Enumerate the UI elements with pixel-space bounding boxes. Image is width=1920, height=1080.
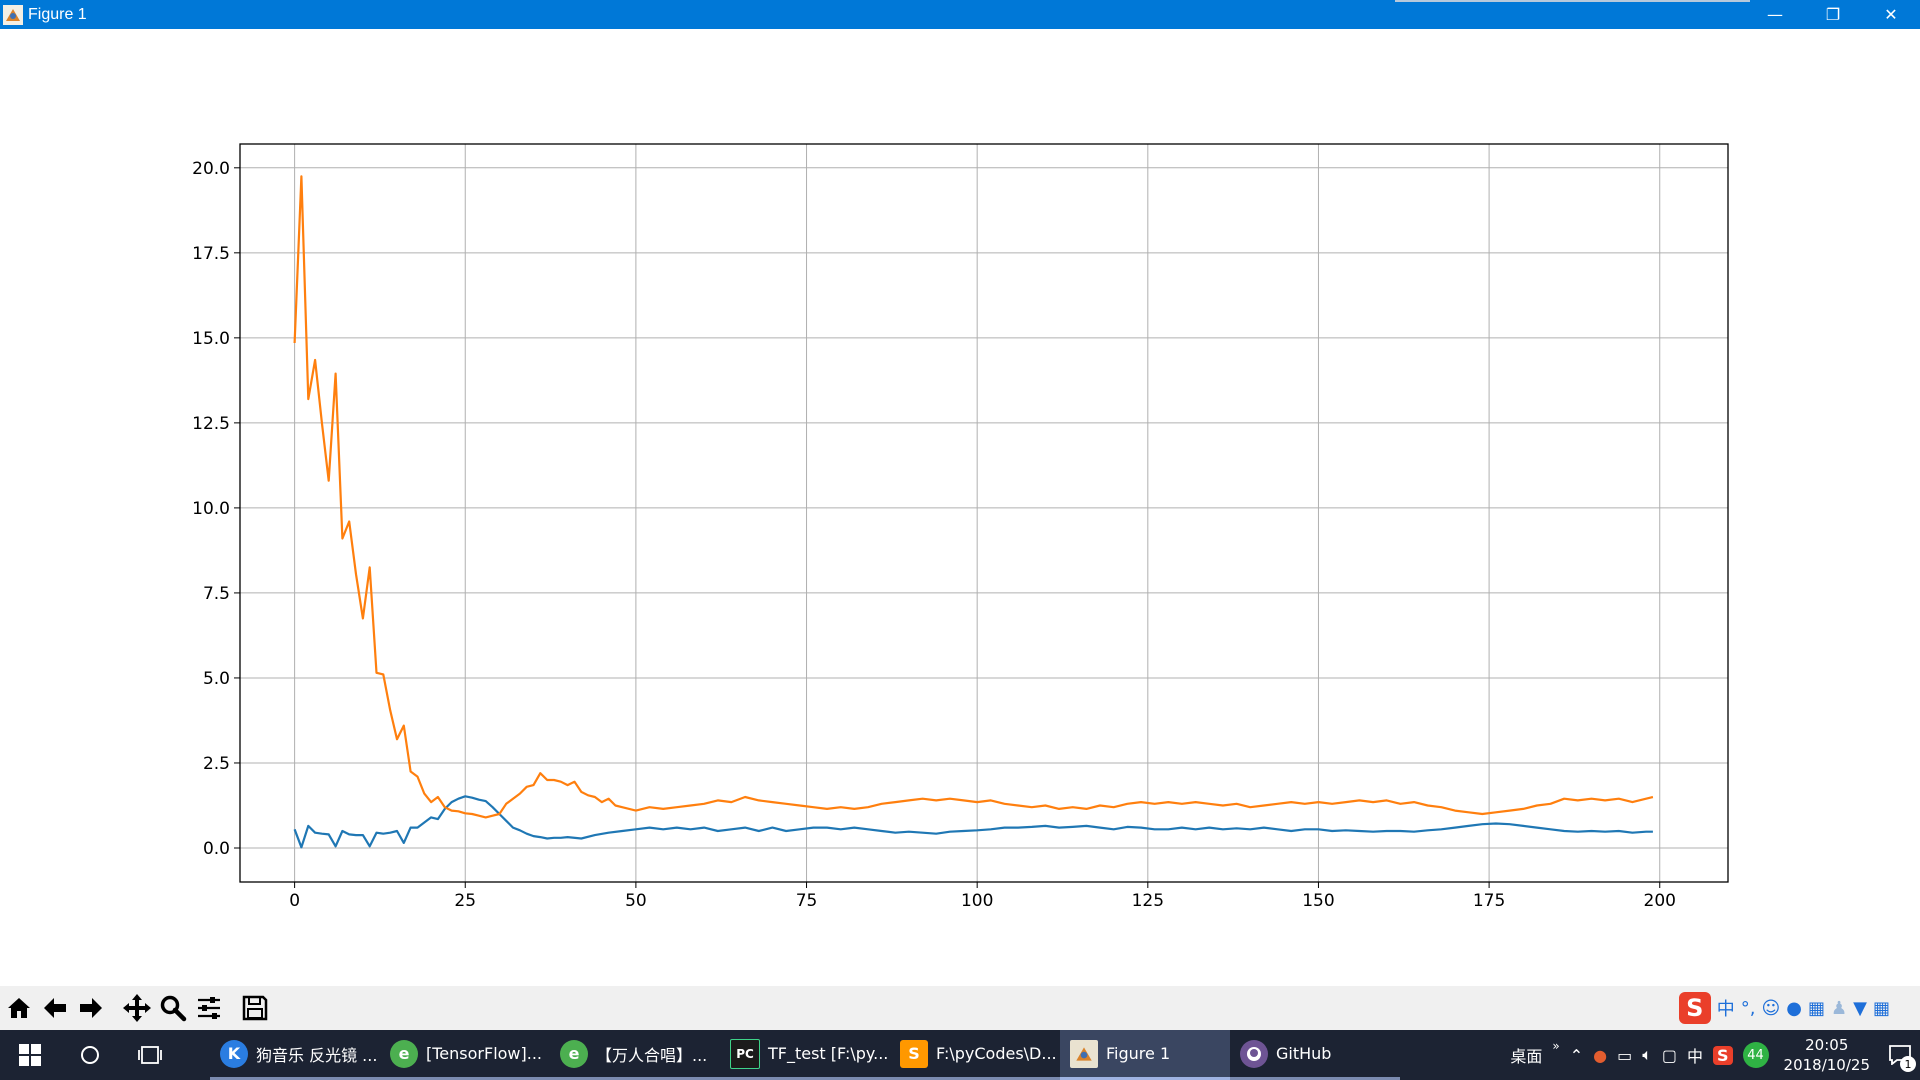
x-tick-label: 75 <box>796 891 818 911</box>
minimize-button[interactable]: — <box>1767 5 1783 24</box>
y-tick-label: 12.5 <box>192 414 230 434</box>
home-icon[interactable] <box>2 991 36 1025</box>
network-icon[interactable]: ▢ <box>1661 1045 1677 1065</box>
music-app-icon: K <box>220 1039 248 1068</box>
search-circle-icon[interactable] <box>60 1030 120 1080</box>
y-tick-label: 15.0 <box>192 329 230 349</box>
y-tick-label: 20.0 <box>192 159 230 179</box>
input-language[interactable]: 中 <box>1686 1047 1703 1066</box>
x-tick-label: 0 <box>289 891 300 911</box>
emoji-icon[interactable]: ☺ <box>1761 997 1781 1019</box>
series <box>293 175 1654 849</box>
y-tick-label: 7.5 <box>203 584 230 604</box>
browser-icon: e <box>560 1039 588 1068</box>
series-line-1 <box>293 175 1654 819</box>
ime-lang[interactable]: 中 <box>1716 999 1735 1020</box>
sublime-icon: S <box>900 1039 928 1068</box>
volume-icon[interactable]: 🔈︎ <box>1642 1045 1652 1064</box>
zoom-icon[interactable] <box>156 991 190 1025</box>
y-tick-label: 10.0 <box>192 499 230 519</box>
series-line-0 <box>293 795 1653 849</box>
windows-start-icon[interactable] <box>0 1030 60 1080</box>
taskbar-app-browser-2[interactable]: e 【万人合唱】... <box>550 1030 720 1080</box>
app-tray-icon[interactable]: ● <box>1593 1045 1608 1065</box>
window-title: Figure 1 <box>28 5 87 23</box>
axes-frame <box>239 143 1729 883</box>
system-tray: 桌面 » ⌃ ● ▭ 🔈︎ ▢ 中 S 44 20:05 2018/10/25 … <box>1505 1030 1920 1080</box>
clock[interactable]: 20:05 2018/10/25 <box>1784 1035 1870 1075</box>
chevron-up-icon[interactable]: ⌃ <box>1569 1045 1584 1065</box>
sogou-tray-icon[interactable]: S <box>1713 1045 1733 1065</box>
taskbar-app-sublime[interactable]: S F:\pyCodes\D... <box>890 1030 1060 1080</box>
title-bar-accent <box>1395 0 1750 2</box>
grid-icon[interactable]: ▦ <box>1872 997 1890 1019</box>
taskbar-app-browser-1[interactable]: e [TensorFlow]... <box>380 1030 550 1080</box>
close-button[interactable]: ✕ <box>1884 5 1898 24</box>
pan-icon[interactable] <box>120 991 154 1025</box>
x-tick-label: 200 <box>1644 891 1676 911</box>
mic-icon[interactable]: ● <box>1786 997 1802 1019</box>
y-tick-label: 5.0 <box>203 669 230 689</box>
x-tick-label: 175 <box>1473 891 1505 911</box>
line-chart: 0 25 50 75 100 125 150 175 200 0.0 2.5 5.0 7.5 10.0 12… <box>192 143 1729 911</box>
x-tick-label: 25 <box>454 891 476 911</box>
forward-icon[interactable] <box>74 991 108 1025</box>
title-bar: Figure 1 — ❐ ✕ <box>0 0 1920 29</box>
y-tick-label: 2.5 <box>203 754 230 774</box>
restore-button[interactable]: ❐ <box>1825 5 1841 24</box>
clock-date: 2018/10/25 <box>1783 1056 1870 1074</box>
y-tick-label: 0.0 <box>203 839 230 859</box>
desktop-toolbar-label[interactable]: 桌面 <box>1510 1047 1543 1066</box>
ime-toolbar: S 中 °, ☺ ● ▦ ♟ ▼ ▦ <box>1678 986 1890 1030</box>
browser-icon: e <box>390 1039 418 1068</box>
notification-icon[interactable]: 1 <box>1880 1030 1920 1080</box>
taskbar-app-pycharm[interactable]: PC TF_test [F:\py... <box>720 1030 890 1080</box>
figure-app-icon <box>2 4 24 26</box>
taskbar-apps: K 狗音乐 反光镜 ... e [TensorFlow]... e 【万人合唱】… <box>210 1030 1400 1080</box>
keyboard-icon[interactable]: ▦ <box>1807 997 1825 1019</box>
save-icon[interactable] <box>238 991 272 1025</box>
pycharm-icon: PC <box>730 1038 760 1069</box>
security-badge[interactable]: 44 <box>1742 1042 1769 1068</box>
x-tick-label: 125 <box>1132 891 1164 911</box>
ime-punct[interactable]: °, <box>1740 997 1756 1019</box>
taskbar-app-figure[interactable]: Figure 1 <box>1060 1030 1230 1080</box>
notification-count: 1 <box>1900 1056 1916 1072</box>
x-tick-label: 100 <box>961 891 993 911</box>
user-icon[interactable]: ♟ <box>1831 997 1848 1019</box>
x-tick-label: 50 <box>625 891 647 911</box>
back-icon[interactable] <box>38 991 72 1025</box>
figure-canvas[interactable]: 0 25 50 75 100 125 150 175 200 0.0 2.5 5.0 7.5 10.0 12… <box>0 29 1920 986</box>
skin-icon[interactable]: ▼ <box>1853 997 1867 1019</box>
x-tick-label: 150 <box>1302 891 1334 911</box>
clock-time: 20:05 <box>1805 1036 1849 1054</box>
grid <box>240 144 1728 882</box>
figure-app-icon <box>1070 1039 1098 1068</box>
taskbar-app-github[interactable]: GitHub <box>1230 1030 1400 1080</box>
ticks: 0 25 50 75 100 125 150 175 200 0.0 2.5 5.0 7.5 10.0 12… <box>192 159 1676 911</box>
task-view-icon[interactable] <box>120 1030 180 1080</box>
github-icon <box>1240 1039 1268 1068</box>
figure-toolbar: S 中 °, ☺ ● ▦ ♟ ▼ ▦ <box>0 986 1920 1030</box>
battery-icon[interactable]: ▭ <box>1617 1045 1633 1065</box>
y-tick-label: 17.5 <box>192 244 230 264</box>
taskbar-app-music[interactable]: K 狗音乐 反光镜 ... <box>210 1030 380 1080</box>
desktop-more-chevron[interactable]: » <box>1552 1039 1560 1053</box>
sogou-logo[interactable]: S <box>1678 992 1711 1024</box>
taskbar: K 狗音乐 反光镜 ... e [TensorFlow]... e 【万人合唱】… <box>0 1030 1920 1080</box>
subplots-icon[interactable] <box>192 991 226 1025</box>
